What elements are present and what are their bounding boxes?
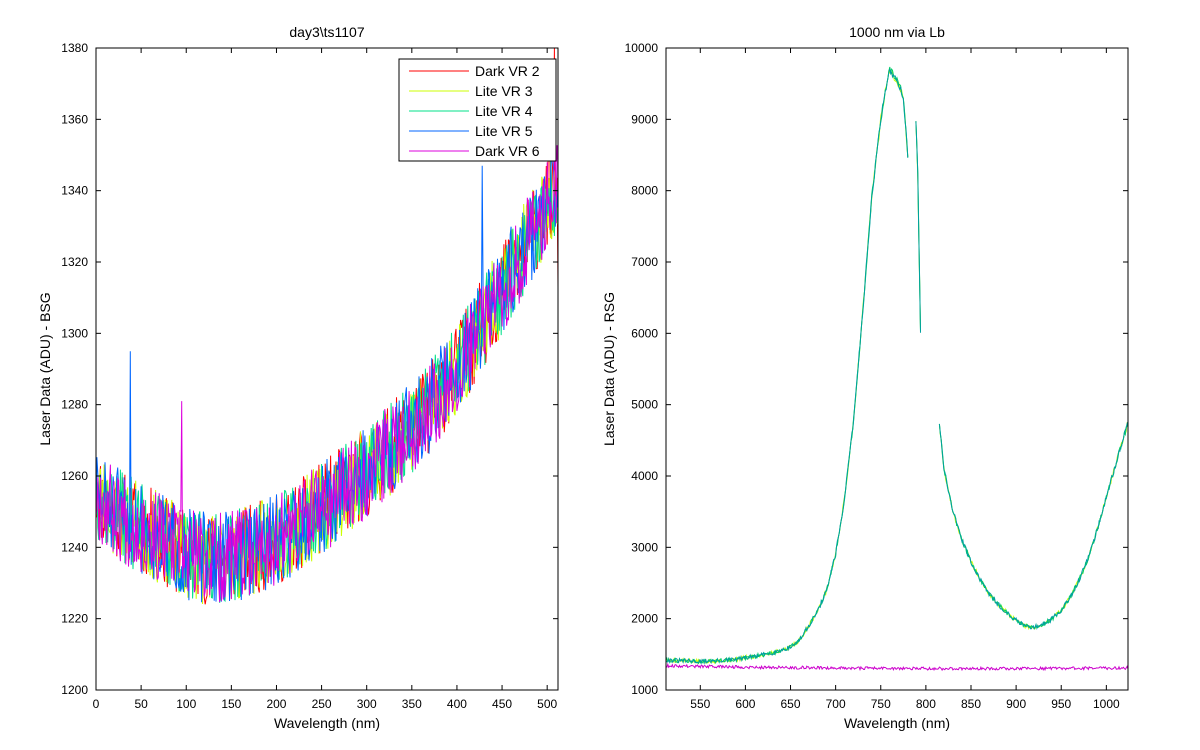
left-legend: Dark VR 2 Lite VR 3 Lite VR 4 Lite VR 5 Dark…	[398, 58, 557, 162]
0-y-tick-label: 1240	[61, 540, 88, 554]
0-x-tick-label: 450	[492, 697, 512, 711]
1-y-tick-label: 3000	[631, 540, 658, 554]
1-y-tick-label: 6000	[631, 326, 658, 340]
1-y-tick-label: 7000	[631, 255, 658, 269]
1-x-tick-label: 750	[871, 697, 891, 711]
right-series-line-1-segment-1	[666, 68, 909, 666]
1-x-tick-label: 900	[1006, 697, 1026, 711]
left-chart-title: day3\ts1107	[289, 24, 364, 40]
0-y-tick-label: 1260	[61, 469, 88, 483]
1-y-tick-label: 1000	[631, 683, 658, 697]
1-y-tick-label: 5000	[631, 398, 658, 412]
right-axis-ticks: 550 600 650 700 750 800 850 900 950 1000 1000 2000 3…	[625, 41, 1128, 711]
0-y-tick-label: 1200	[61, 683, 88, 697]
0-x-tick-label: 350	[402, 697, 422, 711]
left-axis-ticks: 0 50 100 150 200 250 300 350 400 450 500 1200 1220 12…	[61, 41, 558, 711]
1-y-tick-label: 10000	[625, 41, 659, 55]
0-x-tick-label: 100	[176, 697, 196, 711]
left-lines-group	[96, 48, 558, 605]
0-y-tick-label: 1300	[61, 326, 88, 340]
1-y-tick-label: 8000	[631, 184, 658, 198]
legend-entry-2: Lite VR 3	[475, 83, 533, 99]
left-y-axis-title: Laser Data (ADU) - BSG	[37, 292, 53, 445]
0-x-tick-label: 250	[312, 697, 332, 711]
0-x-tick-label: 200	[266, 697, 286, 711]
0-x-tick-label: 500	[537, 697, 557, 711]
0-x-tick-label: 0	[93, 697, 100, 711]
0-x-tick-label: 300	[357, 697, 377, 711]
left-axes-box	[95, 47, 559, 691]
right-chart-title: 1000 nm via Lb	[849, 24, 945, 40]
right-series-lines	[666, 66, 1128, 672]
left-series-lines	[96, 48, 558, 605]
chart-left: 0 50 100 150 200 250 300 350 400 450 500 1200 1220 12…	[37, 24, 559, 731]
legend-entry-4: Lite VR 5	[475, 123, 533, 139]
right-y-axis-title: Laser Data (ADU) - RSG	[601, 292, 617, 446]
chart-right: 550 600 650 700 750 800 850 900 950 1000 1000 2000 3…	[601, 24, 1129, 731]
1-x-tick-label: 700	[826, 697, 846, 711]
1-x-tick-label: 950	[1051, 697, 1071, 711]
0-x-tick-label: 150	[221, 697, 241, 711]
right-lines-group	[666, 66, 1128, 672]
right-series-line-1-segment-2	[915, 121, 921, 333]
legend-entry-5: Dark VR 6	[475, 143, 540, 159]
1-x-tick-label: 850	[961, 697, 981, 711]
0-y-tick-label: 1320	[61, 255, 88, 269]
0-y-tick-label: 1360	[61, 112, 88, 126]
1-y-tick-label: 4000	[631, 469, 658, 483]
legend-box	[398, 58, 557, 162]
left-series-line-4	[96, 152, 558, 603]
0-y-tick-label: 1220	[61, 612, 88, 626]
0-x-tick-label: 400	[447, 697, 467, 711]
1-x-tick-label: 800	[916, 697, 936, 711]
0-x-tick-label: 50	[134, 697, 148, 711]
right-axes-box	[665, 47, 1129, 691]
left-x-axis-title: Wavelength (nm)	[274, 715, 380, 731]
right-plot-area	[666, 48, 1128, 690]
1-y-tick-label: 9000	[631, 112, 658, 126]
0-y-tick-label: 1280	[61, 398, 88, 412]
1-x-tick-label: 600	[735, 697, 755, 711]
right-x-axis-title: Wavelength (nm)	[844, 715, 950, 731]
1-x-tick-label: 1000	[1093, 697, 1120, 711]
left-series-line-5	[96, 145, 558, 603]
legend-entry-3: Lite VR 4	[475, 103, 533, 119]
1-x-tick-label: 550	[690, 697, 710, 711]
0-y-tick-label: 1340	[61, 184, 88, 198]
right-series-line-2-segment-1	[666, 662, 1128, 672]
right-series-line-1-segment-3	[938, 421, 1128, 631]
0-y-tick-label: 1380	[61, 41, 88, 55]
1-x-tick-label: 650	[781, 697, 801, 711]
legend-entry-1: Dark VR 2	[475, 63, 540, 79]
1-y-tick-label: 2000	[631, 612, 658, 626]
